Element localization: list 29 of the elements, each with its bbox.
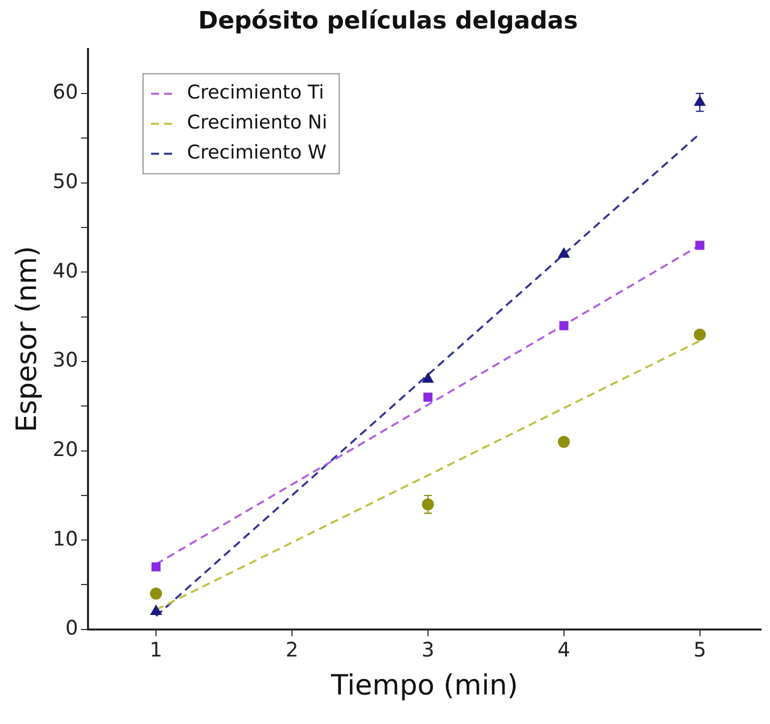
x-tick-label: 1 <box>150 638 162 662</box>
chart-title: Depósito películas delgadas <box>198 6 578 35</box>
legend-label: Crecimiento Ni <box>187 112 328 134</box>
x-tick-label: 5 <box>693 638 706 662</box>
legend-label: Crecimiento W <box>187 142 327 164</box>
y-tick-label: 0 <box>65 616 78 640</box>
point <box>694 328 706 341</box>
point <box>422 498 434 510</box>
y-tick-label: 50 <box>52 168 78 193</box>
y-tick-label: 30 <box>52 348 78 372</box>
point <box>150 588 162 600</box>
y-tick-label: 20 <box>52 436 78 461</box>
y-tick-label: 60 <box>52 80 78 104</box>
point <box>695 240 704 250</box>
point <box>558 436 570 448</box>
point <box>559 321 568 330</box>
x-tick-label: 2 <box>286 638 298 662</box>
point <box>150 606 162 616</box>
point <box>558 248 570 258</box>
y-axis-title: Espesor (nm) <box>10 246 44 432</box>
x-tick-label: 3 <box>422 638 434 662</box>
x-tick-label: 4 <box>558 638 570 662</box>
y-tick-label: 10 <box>52 526 78 550</box>
x-axis-title: Tiempo (min) <box>330 668 518 702</box>
legend-label: Crecimiento Ti <box>187 82 324 104</box>
y-tick-label: 40 <box>52 258 78 282</box>
point <box>151 562 161 572</box>
point <box>422 373 434 383</box>
point <box>423 392 432 402</box>
